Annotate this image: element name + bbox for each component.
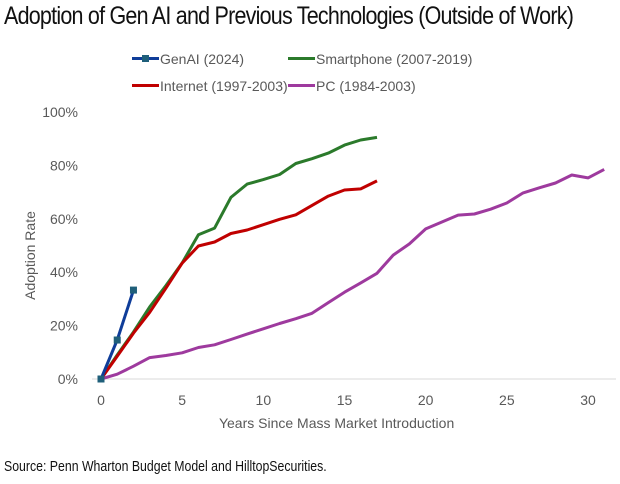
- chart-title: Adoption of Gen AI and Previous Technolo…: [4, 2, 574, 30]
- series-genai: [97, 286, 137, 383]
- smartphone-line: [99, 135, 378, 380]
- legend-genai-line-icon: [132, 53, 159, 65]
- x-axis-label: Years Since Mass Market Introduction: [219, 415, 454, 431]
- legend-item-pc: PC (1984-2003): [288, 78, 416, 94]
- x-tick-label: 20: [418, 392, 434, 408]
- x-tick-label: 10: [256, 392, 272, 408]
- pc-line: [100, 168, 605, 381]
- x-tick-label: 0: [97, 392, 105, 408]
- y-axis: 0% 20% 40% 60% 80% 100%: [42, 104, 78, 387]
- series-internet: [99, 179, 378, 380]
- genai-point-marker: [113, 336, 121, 344]
- x-tick-label: 30: [580, 392, 596, 408]
- legend-pc-stroke: [288, 84, 315, 87]
- y-tick-label: 80%: [50, 157, 78, 173]
- legend-item-smartphone: Smartphone (2007-2019): [288, 51, 472, 67]
- legend-internet-stroke: [132, 84, 159, 87]
- x-tick-label: 5: [178, 392, 186, 408]
- y-tick-label: 20%: [50, 318, 78, 334]
- legend-label-smartphone: Smartphone (2007-2019): [316, 51, 473, 67]
- legend-label-internet: Internet (1997-2003): [160, 78, 288, 94]
- legend-smartphone-stroke: [288, 57, 315, 60]
- legend-label-genai: GenAI (2024): [160, 51, 245, 67]
- legend-item-genai: GenAI (2024): [132, 51, 244, 67]
- internet-line: [99, 179, 378, 380]
- legend-smartphone-line-icon: [288, 53, 315, 65]
- legend-pc-line-icon: [288, 80, 315, 92]
- series-layer: [97, 135, 605, 383]
- legend-label-pc: PC (1984-2003): [316, 78, 416, 94]
- legend-internet-line-icon: [132, 80, 159, 92]
- x-tick-label: 25: [499, 392, 515, 408]
- series-pc: [100, 168, 605, 381]
- y-tick-label: 100%: [42, 104, 78, 120]
- y-tick-label: 60%: [50, 211, 78, 227]
- legend-item-internet: Internet (1997-2003): [132, 78, 288, 94]
- source-footnote: Source: Penn Wharton Budget Model and Hi…: [4, 458, 327, 475]
- series-smartphone: [99, 135, 378, 380]
- y-axis-label: Adoption Rate: [22, 211, 38, 300]
- x-axis: 0 5 10 15 20 25 30: [92, 378, 616, 408]
- genai-point-marker: [97, 375, 105, 383]
- y-tick-label: 0%: [58, 371, 78, 387]
- x-tick-label: 15: [337, 392, 353, 408]
- genai-point-marker: [129, 286, 137, 294]
- genai-line: [99, 289, 135, 380]
- legend-genai-marker: [142, 55, 149, 62]
- y-tick-label: 40%: [50, 264, 78, 280]
